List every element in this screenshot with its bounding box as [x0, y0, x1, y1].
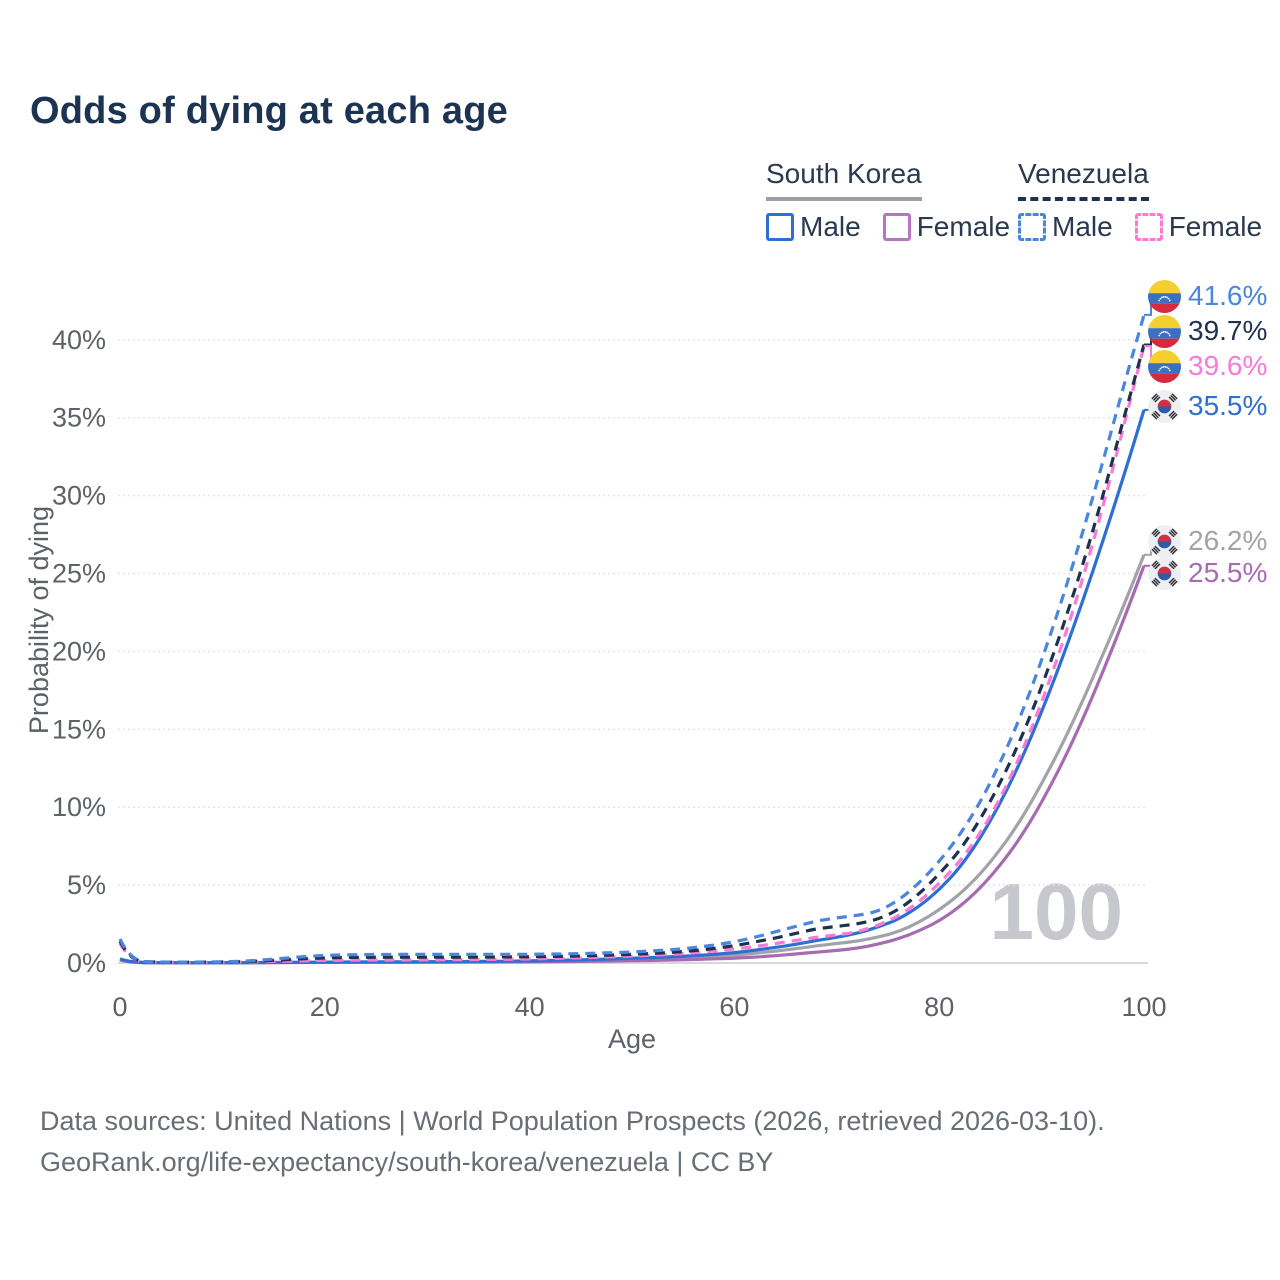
x-tick-label: 100 [1121, 992, 1166, 1022]
y-tick-label: 40% [52, 325, 106, 355]
y-tick-label: 10% [52, 792, 106, 822]
x-tick-label: 20 [310, 992, 340, 1022]
y-tick-label: 5% [67, 870, 106, 900]
label-connector [1144, 330, 1152, 346]
footer-sources: Data sources: United Nations | World Pop… [40, 1106, 1105, 1136]
y-tick-label: 0% [67, 948, 106, 978]
legend-swatch-venezuela-female [1134, 213, 1163, 241]
label-connector [1144, 345, 1152, 367]
series-line-venezuela-both-sexes [118, 344, 1146, 964]
x-tick-label: 60 [719, 992, 749, 1022]
legend-items-venezuela: Male Female [1018, 211, 1262, 243]
y-tick-label: 30% [52, 481, 106, 511]
footer-attribution: GeoRank.org/life-expectancy/south-korea/… [40, 1147, 774, 1177]
legend-items-south-korea: Male Female [766, 211, 1010, 243]
legend-group-south-korea: South Korea Male Female [766, 158, 1010, 243]
label-connector [1144, 295, 1152, 316]
y-tick-label: 35% [52, 403, 106, 433]
legend-swatch-south-korea-female [882, 213, 911, 241]
legend-item-venezuela-male[interactable]: Male [1018, 211, 1113, 243]
series-line-south-korea-female [119, 565, 1146, 965]
series-line-venezuela-female [118, 345, 1146, 964]
legend-item-south-korea-male[interactable]: Male [766, 211, 861, 243]
legend-label-venezuela-female: Female [1168, 211, 1263, 242]
y-tick-label: 25% [52, 559, 106, 589]
page-title: Odds of dying at each age [30, 90, 508, 132]
legend-swatch-south-korea-male [766, 213, 794, 241]
legend-item-south-korea-female[interactable]: Female [882, 211, 1011, 243]
legend-label-south-korea-female: Female [916, 211, 1011, 242]
series-line-south-korea-male [119, 409, 1146, 965]
x-tick-label: 0 [112, 992, 127, 1022]
legend-group-label-venezuela: Venezuela [1018, 158, 1149, 201]
series-line-venezuela-male [118, 314, 1146, 964]
legend-label-venezuela-male: Male [1052, 211, 1113, 242]
x-tick-label: 80 [924, 992, 954, 1022]
legend-group-label-south-korea: South Korea [766, 158, 922, 201]
series-line-south-korea-both-sexes [119, 554, 1146, 965]
age-watermark: 100 [989, 867, 1123, 956]
label-connector [1144, 540, 1152, 556]
legend-group-venezuela: Venezuela Male Female [1018, 158, 1262, 243]
y-tick-label: 15% [52, 714, 106, 744]
legend-swatch-venezuela-male [1018, 213, 1046, 241]
legend-label-south-korea-male: Male [800, 211, 861, 242]
label-connector [1144, 405, 1152, 411]
y-axis-title: Probability of dying [24, 505, 54, 735]
y-tick-label: 20% [52, 636, 106, 666]
line-chart: 0% 5% 10% 15% 20% 25% 30% 35% 40% 0 20 40 60 80 100 [52, 295, 1167, 1022]
x-tick-label: 40 [515, 992, 545, 1022]
legend-item-venezuela-female[interactable]: Female [1134, 211, 1263, 243]
x-axis-title: Age [607, 1024, 657, 1054]
